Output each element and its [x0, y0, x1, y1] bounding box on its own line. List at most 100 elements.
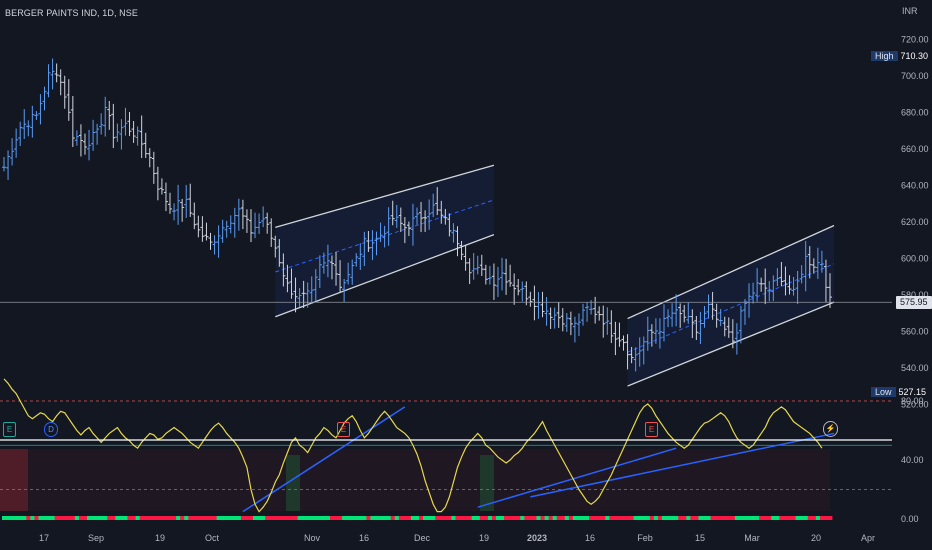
ohlc-bar: [467, 258, 472, 285]
rsi-tick-label: 40.00: [901, 455, 924, 465]
ohlc-bar: [78, 124, 83, 157]
ohlc-bar: [500, 257, 505, 291]
momentum-segment: [568, 516, 574, 520]
ohlc-bar: [378, 222, 383, 243]
ohlc-bar: [297, 288, 302, 307]
ohlc-bar: [155, 166, 160, 201]
ohlc-bar: [738, 305, 743, 344]
momentum-segment: [690, 516, 695, 520]
momentum-segment: [738, 516, 744, 520]
price-tick-label: 700.00: [901, 71, 929, 81]
momentum-segment: [313, 516, 319, 520]
momentum-segment: [427, 516, 432, 520]
price-pane: [0, 58, 892, 387]
ohlc-bar: [2, 157, 6, 172]
momentum-segment: [443, 516, 448, 520]
momentum-segment: [613, 516, 618, 520]
momentum-segment: [601, 516, 606, 520]
ohlc-bar: [180, 198, 185, 222]
momentum-segment: [410, 516, 416, 520]
ohlc-bar: [661, 304, 666, 342]
momentum-segment: [759, 516, 764, 520]
ohlc-bar: [759, 277, 764, 292]
time-tick-label: Mar: [744, 533, 760, 543]
dividend-icon[interactable]: D: [44, 422, 58, 437]
time-tick-label: 2023: [527, 533, 547, 543]
ohlc-bar: [188, 183, 193, 217]
ohlc-bar: [815, 247, 820, 279]
momentum-segment: [70, 516, 76, 520]
ohlc-bar: [641, 336, 646, 365]
momentum-segment: [74, 516, 80, 520]
momentum-segment: [508, 516, 513, 520]
ohlc-bar: [10, 138, 15, 166]
ohlc-bar: [253, 212, 258, 239]
ohlc-bar: [491, 263, 496, 300]
momentum-segment: [82, 516, 88, 520]
ohlc-bar: [66, 79, 71, 121]
ohlc-bar: [621, 335, 626, 351]
ohlc-bar: [479, 254, 484, 276]
lightning-icon[interactable]: ⚡: [823, 421, 838, 437]
ohlc-bar: [192, 202, 197, 230]
momentum-segment: [143, 516, 149, 520]
ohlc-bar: [196, 215, 201, 238]
momentum-segment: [686, 516, 691, 520]
momentum-segment: [378, 516, 383, 520]
ohlc-bar: [528, 291, 533, 307]
ohlc-bar: [99, 113, 104, 135]
momentum-segment: [200, 516, 205, 520]
chart-title: BERGER PAINTS IND, 1D, NSE: [5, 8, 138, 18]
ohlc-bar: [232, 207, 237, 238]
momentum-segment: [560, 516, 566, 520]
ohlc-bar: [325, 244, 330, 278]
ohlc-bar: [115, 123, 120, 142]
price-tick-label: 640.00: [901, 180, 929, 190]
ohlc-bar: [552, 307, 557, 329]
rsi-tick-label: 0.00: [901, 514, 919, 524]
ohlc-bar: [556, 302, 561, 328]
earnings-icon[interactable]: E: [337, 422, 350, 437]
ohlc-bar: [62, 75, 67, 109]
momentum-segment: [625, 516, 630, 520]
earnings-icon[interactable]: E: [645, 422, 658, 437]
ohlc-bar: [305, 282, 310, 308]
momentum-segment: [382, 516, 388, 520]
ohlc-bar: [338, 260, 343, 293]
momentum-segment: [742, 516, 748, 520]
momentum-segment: [483, 516, 489, 520]
ohlc-bar: [172, 203, 177, 221]
ohlc-bar: [216, 225, 221, 258]
momentum-segment: [666, 516, 671, 520]
momentum-segment: [633, 516, 639, 520]
momentum-segment: [467, 516, 473, 520]
ohlc-bar: [601, 305, 606, 338]
momentum-segment: [641, 516, 647, 520]
ohlc-bar: [799, 265, 804, 284]
ohlc-bar: [581, 303, 586, 326]
momentum-segment: [208, 516, 213, 520]
momentum-segment: [119, 516, 124, 520]
rsi-oversold-zone: [480, 455, 494, 511]
momentum-segment: [216, 516, 221, 520]
momentum-segment: [564, 516, 570, 520]
ohlc-bar: [168, 192, 173, 214]
price-tick-label: 560.00: [901, 326, 929, 336]
ohlc-bar: [70, 95, 75, 147]
momentum-segment: [811, 516, 817, 520]
earnings-icon[interactable]: E: [3, 422, 16, 437]
ohlc-bar: [512, 273, 517, 305]
momentum-segment: [334, 516, 339, 520]
ohlc-bar: [135, 126, 140, 146]
momentum-segment: [398, 516, 404, 520]
momentum-segment: [354, 516, 359, 520]
ohlc-bar: [382, 225, 387, 248]
ohlc-bar: [224, 220, 229, 238]
ohlc-bar: [576, 313, 581, 337]
momentum-segment: [747, 516, 752, 520]
momentum-segment: [674, 516, 679, 520]
channel-lower-line: [627, 301, 835, 387]
momentum-segment: [815, 516, 821, 520]
ohlc-bar: [597, 306, 602, 321]
